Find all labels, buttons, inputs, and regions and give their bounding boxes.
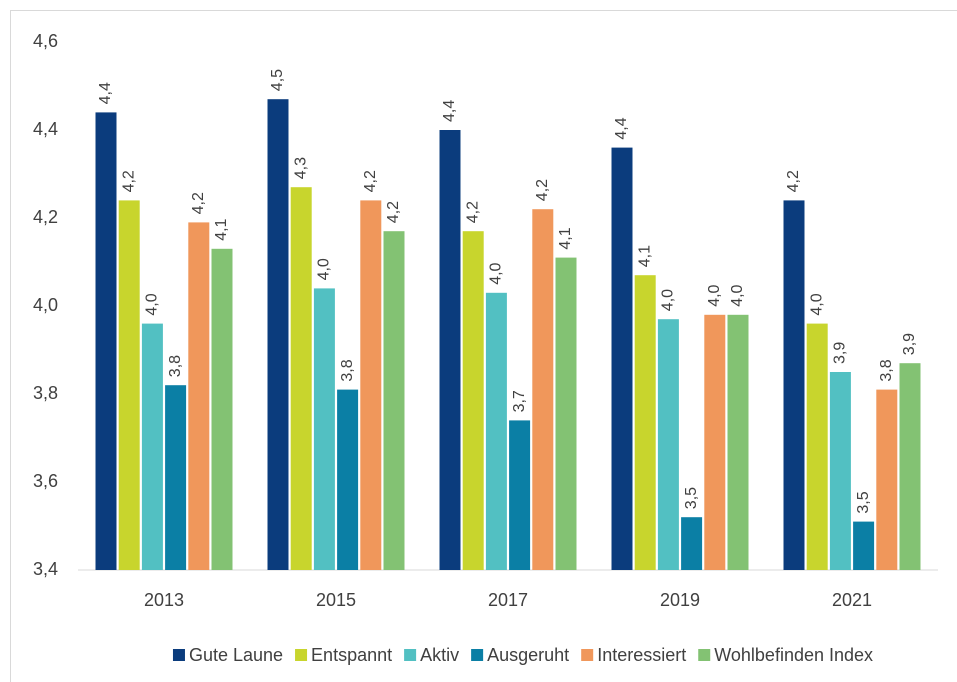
value-label: 4,1	[213, 218, 230, 240]
value-label: 4,2	[362, 170, 379, 192]
value-label: 4,1	[636, 245, 653, 267]
bar	[681, 517, 703, 570]
x-tick-label: 2019	[660, 590, 700, 610]
bar	[462, 231, 484, 570]
value-label: 4,2	[785, 170, 802, 192]
value-label: 4,3	[292, 157, 309, 179]
bar	[485, 292, 507, 570]
bar	[313, 288, 335, 570]
value-label: 4,0	[729, 284, 746, 306]
value-label: 3,8	[339, 359, 356, 381]
y-tick-label: 3,8	[33, 383, 58, 403]
value-label: 4,0	[144, 293, 161, 315]
bar	[165, 385, 187, 570]
bar	[141, 323, 163, 570]
bar	[290, 187, 312, 570]
bar	[532, 209, 554, 570]
legend-label: Ausgeruht	[487, 645, 569, 665]
y-tick-label: 4,0	[33, 295, 58, 315]
legend-swatch	[404, 649, 417, 661]
bar	[95, 112, 117, 571]
bar	[267, 99, 289, 570]
value-label: 4,4	[441, 100, 458, 122]
value-label: 3,5	[683, 487, 700, 509]
legend-label: Interessiert	[597, 645, 686, 665]
bar	[783, 200, 805, 570]
y-tick-label: 4,4	[33, 119, 58, 139]
bar	[383, 231, 405, 570]
value-label: 3,9	[832, 342, 849, 364]
bar	[611, 147, 633, 570]
x-tick-label: 2013	[144, 590, 184, 610]
legend-swatch	[172, 649, 185, 661]
legend-swatch	[295, 649, 308, 661]
chart-frame	[10, 10, 957, 682]
value-label: 4,4	[613, 117, 630, 139]
legend-swatch	[581, 649, 594, 661]
legend-label: Gute Laune	[189, 645, 283, 665]
value-label: 4,0	[660, 289, 677, 311]
value-label: 4,2	[534, 179, 551, 201]
x-tick-label: 2021	[832, 590, 872, 610]
value-label: 4,4	[97, 82, 114, 104]
y-tick-label: 3,6	[33, 471, 58, 491]
value-label: 3,9	[901, 333, 918, 355]
value-label: 4,2	[464, 201, 481, 223]
x-tick-label: 2017	[488, 590, 528, 610]
bar	[853, 521, 875, 570]
bar	[439, 130, 461, 570]
value-label: 4,0	[488, 262, 505, 284]
bar	[899, 363, 921, 570]
legend-label: Wohlbefinden Index	[714, 645, 873, 665]
bar	[360, 200, 382, 570]
legend-label: Aktiv	[420, 645, 459, 665]
bar	[876, 389, 898, 570]
bar	[118, 200, 140, 570]
value-label: 4,0	[316, 258, 333, 280]
value-label: 4,2	[190, 192, 207, 214]
x-tick-label: 2015	[316, 590, 356, 610]
bar	[634, 275, 656, 570]
value-label: 4,2	[120, 170, 137, 192]
y-tick-label: 4,6	[33, 31, 58, 51]
bar	[188, 222, 210, 570]
value-label: 4,5	[269, 69, 286, 91]
bar	[806, 323, 828, 570]
bar	[555, 257, 577, 570]
bar	[657, 319, 679, 570]
value-label: 3,5	[855, 491, 872, 513]
value-label: 3,7	[511, 390, 528, 412]
bar	[337, 389, 359, 570]
y-tick-label: 3,4	[33, 559, 58, 579]
value-label: 3,8	[878, 359, 895, 381]
bar	[704, 314, 726, 570]
value-label: 4,2	[385, 201, 402, 223]
value-label: 4,0	[706, 284, 723, 306]
value-label: 4,0	[808, 293, 825, 315]
legend-label: Entspannt	[311, 645, 392, 665]
y-tick-label: 4,2	[33, 207, 58, 227]
bar	[829, 372, 851, 570]
bar	[727, 314, 749, 570]
bar	[211, 248, 233, 571]
legend-swatch	[471, 649, 484, 661]
bar	[509, 420, 531, 570]
legend-swatch	[698, 649, 711, 661]
value-label: 3,8	[167, 355, 184, 377]
value-label: 4,1	[557, 227, 574, 249]
